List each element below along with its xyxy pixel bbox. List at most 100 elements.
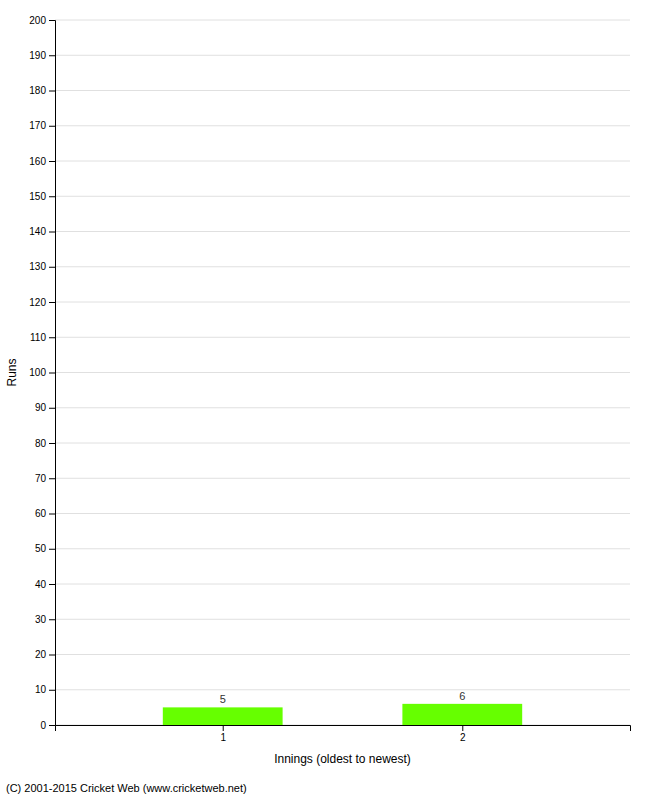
tick-label: 0 [40,720,46,731]
tick-mark [49,232,55,233]
tick: 60 [35,508,55,519]
x-axis-title: Innings (oldest to newest) [274,752,411,766]
tick-mark [49,443,55,444]
tick-label: 140 [29,226,46,237]
axis-line [49,21,56,726]
tick: 160 [29,156,55,167]
tick-mark [49,514,55,515]
grid-line [55,513,630,514]
tick-label: 20 [35,649,47,660]
grid-line [55,584,630,585]
grid-line [55,55,630,56]
tick: 50 [35,543,55,554]
tick-label: 150 [29,191,46,202]
tick-mark [49,408,55,409]
tick: 20 [35,649,55,660]
tick-label: 70 [35,473,47,484]
tick: 0 [40,720,55,731]
tick-mark [49,337,55,338]
tick: 190 [29,50,55,61]
tick-mark [49,55,55,56]
grid-line [55,619,630,620]
grid-line [55,548,630,549]
tick-mark [49,20,55,21]
grid-line [55,231,630,232]
grid-line [55,689,630,690]
data-labels: 56 [220,690,466,706]
tick-mark [49,655,55,656]
tick: 100 [29,367,55,378]
tick-mark [49,267,55,268]
tick: 120 [29,297,55,308]
grid-line [55,196,630,197]
footer: (C) 2001-2015 Cricket Web (www.cricketwe… [6,782,247,794]
tick: 10 [35,684,55,695]
tick: 90 [35,402,55,413]
chart: 5612010203040506070809010011012013014015… [0,0,650,800]
tick-mark [49,725,55,726]
tick: 1 [220,725,226,743]
grid-line [55,478,630,479]
tick-label: 130 [29,261,46,272]
tick: 200 [29,15,55,26]
tick: 2 [460,725,466,743]
tick-label: 170 [29,120,46,131]
plot: 5612010203040506070809010011012013014015… [29,15,630,743]
tick-mark [49,584,55,585]
tick-label: 1 [220,732,226,743]
grid-line [55,337,630,338]
tick: 150 [29,191,55,202]
tick-mark [223,725,224,731]
data-label: 6 [459,690,465,702]
grid-line [55,90,630,91]
tick: 140 [29,226,55,237]
tick-mark [49,478,55,479]
tick-mark [462,725,463,731]
tick-mark [49,373,55,374]
tick-mark [49,549,55,550]
grid-line [55,443,630,444]
tick-label: 120 [29,297,46,308]
tick: 170 [29,120,55,131]
tick-mark [49,161,55,162]
tick-label: 50 [35,543,47,554]
tick-mark [49,126,55,127]
tick-label: 10 [35,684,47,695]
y-axis: 0 10 20 30 40 50 60 70 80 90 100 110 120 130 140 150 160… [29,15,55,731]
tick-label: 30 [35,614,47,625]
tick-mark [49,690,55,691]
tick-label: 100 [29,367,46,378]
tick-label: 180 [29,85,46,96]
tick-label: 110 [30,332,46,343]
grid-line [55,407,630,408]
grid-line [55,20,630,21]
tick-label: 160 [29,156,46,167]
bars [163,704,522,725]
tick-mark [49,302,55,303]
tick-mark [49,91,55,92]
tick-mark [49,619,55,620]
tick: 80 [35,438,55,449]
tick-label: 90 [35,402,47,413]
grid-line [55,161,630,162]
tick: 110 [30,332,55,343]
tick-label: 2 [460,732,466,743]
tick-mark [49,196,55,197]
tick: 40 [35,579,55,590]
tick-label: 60 [35,508,47,519]
grid-line [55,302,630,303]
grid-line [55,372,630,373]
x-axis: 12 [56,725,631,743]
tick-label: 190 [29,50,46,61]
tick: 130 [29,261,55,272]
tick-label: 200 [29,15,46,26]
bar [402,704,522,725]
grid-line [55,654,630,655]
grid-line [55,125,630,126]
grid-line [55,266,630,267]
bar [163,707,283,725]
tick-label: 80 [35,438,47,449]
tick: 180 [29,85,55,96]
y-axis-title: Runs [5,358,19,386]
grid [55,20,630,725]
